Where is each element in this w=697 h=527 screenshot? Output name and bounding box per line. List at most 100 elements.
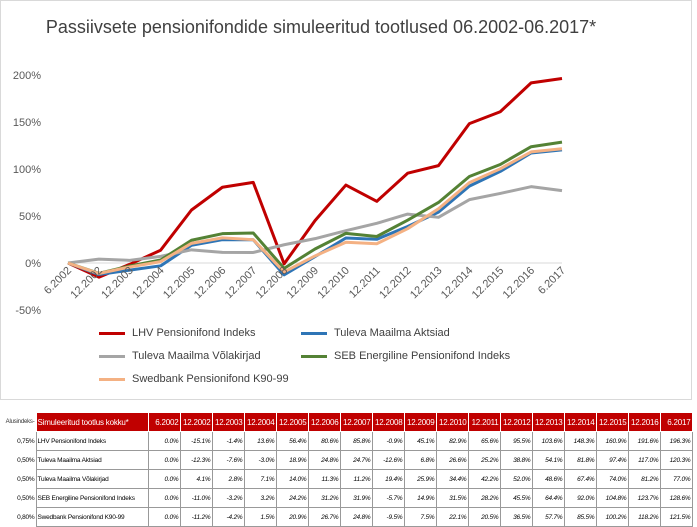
date-header: 12.2006: [307, 412, 341, 432]
chart-title: Passiivsete pensionifondide simuleeritud…: [45, 17, 597, 37]
return-cell: 117.0%: [627, 450, 661, 470]
return-cell: -0.9%: [371, 431, 405, 451]
return-cell: -12.6%: [371, 450, 405, 470]
return-cell: 54.1%: [531, 450, 565, 470]
date-header: 12.2002: [179, 412, 213, 432]
return-cell: 74.0%: [595, 469, 629, 489]
return-cell: -9.5%: [371, 507, 405, 527]
return-cell: -11.0%: [179, 488, 213, 508]
date-header: 12.2015: [595, 412, 629, 432]
date-header: 12.2005: [275, 412, 309, 432]
x-tick-label: 12.2010: [315, 265, 352, 302]
table-header-row: Alusindeks- Simuleeritud tootlus kokku* 6.…: [0, 412, 693, 432]
return-cell: 97.4%: [595, 450, 629, 470]
return-cell: 82.9%: [435, 431, 469, 451]
fee-cell: 0,50%: [17, 475, 35, 483]
return-cell: 38.8%: [499, 450, 533, 470]
date-header: 12.2011: [467, 412, 501, 432]
table-row: 0,80% Swedbank Pensionifond K90-99 0.0% -11…: [0, 507, 693, 527]
y-tick-label: 0%: [25, 258, 41, 270]
return-cell: 2.8%: [211, 469, 245, 489]
legend-swatch: [99, 331, 125, 335]
fee-header: Alusindeks-: [0, 412, 36, 432]
y-tick-label: 100%: [13, 164, 41, 176]
return-cell: 4.1%: [179, 469, 213, 489]
legend-label: LHV Pensionifond Indeks: [132, 327, 256, 339]
return-cell: 56.4%: [275, 431, 309, 451]
series-line: [67, 140, 563, 275]
date-header: 12.2016: [627, 412, 661, 432]
table-row: 0,50% Tuleva Maailma Aktsiad 0.0% -12.3% -7.…: [0, 450, 693, 470]
return-cell: 26.6%: [435, 450, 469, 470]
plot-area: 200%150%100%50%0%-50%6.200212.200212.200…: [13, 70, 568, 317]
fund-name-cell: Tuleva Maailma Aktsiad: [35, 450, 149, 470]
returns-table: Alusindeks- Simuleeritud tootlus kokku* 6.…: [0, 412, 693, 527]
return-cell: 7.1%: [243, 469, 277, 489]
return-cell: 0.0%: [147, 450, 181, 470]
legend-item: Tuleva Maailma Aktsiad: [301, 327, 450, 339]
legend-swatch: [99, 377, 125, 381]
legend-label: Tuleva Maailma Võlakirjad: [132, 350, 261, 362]
x-tick-label: 12.2005: [161, 265, 198, 302]
legend-label: Swedbank Pensionifond K90-99: [132, 373, 289, 385]
return-cell: 67.4%: [563, 469, 597, 489]
date-header: 6.2002: [147, 412, 181, 432]
return-cell: 104.8%: [595, 488, 629, 508]
return-cell: 0.0%: [147, 469, 181, 489]
return-cell: 100.2%: [595, 507, 629, 527]
legend-swatch: [301, 331, 327, 335]
return-cell: 24.2%: [275, 488, 309, 508]
return-cell: 77.0%: [659, 469, 693, 489]
fund-name-cell: Swedbank Pensionifond K90-99: [35, 507, 149, 527]
x-tick-label: 12.2012: [377, 265, 414, 302]
return-cell: 20.5%: [467, 507, 501, 527]
legend-label: Tuleva Maailma Aktsiad: [334, 327, 450, 339]
x-tick-label: 12.2007: [223, 265, 260, 302]
y-tick-label: 50%: [19, 211, 41, 223]
return-cell: 148.3%: [563, 431, 597, 451]
fund-name-cell: LHV Pensionifond Indeks: [35, 431, 149, 451]
return-cell: -4.2%: [211, 507, 245, 527]
return-cell: 14.0%: [275, 469, 309, 489]
x-tick-label: 12.2013: [408, 265, 445, 302]
return-cell: 0.0%: [147, 488, 181, 508]
fee-cell: 0,50%: [17, 456, 35, 464]
return-cell: -11.2%: [179, 507, 213, 527]
return-cell: 123.7%: [627, 488, 661, 508]
return-cell: 52.0%: [499, 469, 533, 489]
name-header: Simuleeritud tootlus kokku*: [35, 412, 149, 432]
return-cell: -3.2%: [211, 488, 245, 508]
fee-cell: 0,50%: [17, 494, 35, 502]
return-cell: 3.2%: [243, 488, 277, 508]
return-cell: 31.5%: [435, 488, 469, 508]
chart-area: Passiivsete pensionifondide simuleeritud…: [0, 0, 692, 400]
legend-item: Tuleva Maailma Võlakirjad: [99, 350, 261, 362]
return-cell: 31.2%: [307, 488, 341, 508]
return-cell: -1.4%: [211, 431, 245, 451]
return-cell: 26.7%: [307, 507, 341, 527]
return-cell: 28.2%: [467, 488, 501, 508]
return-cell: -12.3%: [179, 450, 213, 470]
date-header: 12.2007: [339, 412, 373, 432]
y-tick-label: 150%: [13, 117, 41, 129]
return-cell: 0.0%: [147, 431, 181, 451]
return-cell: 81.8%: [563, 450, 597, 470]
return-cell: 64.4%: [531, 488, 565, 508]
return-cell: 92.0%: [563, 488, 597, 508]
return-cell: -3.0%: [243, 450, 277, 470]
return-cell: 25.9%: [403, 469, 437, 489]
return-cell: 34.4%: [435, 469, 469, 489]
table-row: 0,50% Tuleva Maailma Võlakirjad 0.0% 4.1% 2.…: [0, 469, 693, 489]
y-tick-label: 200%: [13, 70, 41, 82]
legend-item: SEB Energiline Pensionifond Indeks: [301, 350, 510, 362]
return-cell: 24.8%: [307, 450, 341, 470]
return-cell: 36.5%: [499, 507, 533, 527]
return-cell: -7.6%: [211, 450, 245, 470]
x-tick-label: 12.2008: [254, 265, 291, 302]
date-header: 12.2009: [403, 412, 437, 432]
date-header: 6.2017: [659, 412, 693, 432]
return-cell: 42.2%: [467, 469, 501, 489]
return-cell: 13.6%: [243, 431, 277, 451]
date-header: 12.2008: [371, 412, 405, 432]
return-cell: 31.9%: [339, 488, 373, 508]
